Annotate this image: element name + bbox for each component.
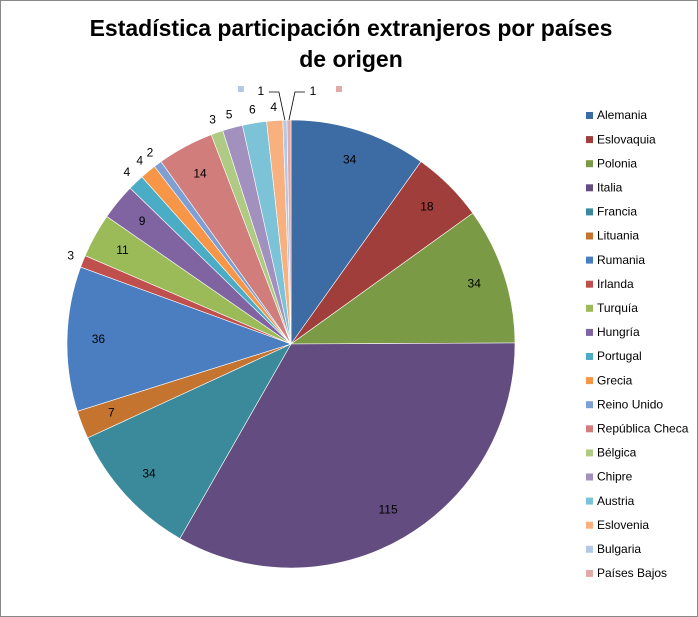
legend-key bbox=[586, 377, 593, 385]
legend-key bbox=[586, 473, 593, 481]
data-label: 4 bbox=[124, 165, 131, 179]
legend-label: República Checa bbox=[597, 421, 689, 435]
data-label: 5 bbox=[226, 107, 233, 121]
pie-slice bbox=[66, 266, 292, 412]
data-label: 1 bbox=[258, 84, 265, 98]
legend-label: Austria bbox=[597, 494, 635, 508]
leader-line bbox=[288, 91, 305, 121]
legend-label: Alemania bbox=[597, 108, 647, 122]
legend-key bbox=[586, 569, 593, 577]
legend-key bbox=[586, 136, 593, 144]
legend-label: Hungría bbox=[597, 325, 640, 339]
legend-key bbox=[586, 280, 593, 288]
legend-key bbox=[586, 232, 593, 240]
data-label: 11 bbox=[116, 243, 129, 257]
pie-slice bbox=[87, 343, 292, 539]
legend-key bbox=[586, 449, 593, 457]
legend-label: Italia bbox=[597, 180, 623, 194]
legend-key bbox=[586, 184, 593, 192]
legend-label: Reino Unido bbox=[597, 397, 663, 411]
legend-label: Lituania bbox=[597, 229, 639, 243]
legend-label: Turquía bbox=[597, 301, 638, 315]
chart-title: Estadística participación extranjeros po… bbox=[89, 15, 613, 72]
legend-label: Chipre bbox=[597, 470, 633, 484]
data-label: 18 bbox=[420, 200, 434, 214]
legend-label: Bélgica bbox=[597, 446, 637, 460]
legend-label: Eslovenia bbox=[597, 518, 649, 532]
legend-key bbox=[586, 353, 593, 360]
data-label: 6 bbox=[249, 102, 256, 116]
legend-key bbox=[586, 401, 593, 409]
data-label: 3 bbox=[209, 112, 216, 126]
legend-key bbox=[586, 208, 593, 216]
data-label: 9 bbox=[139, 214, 146, 228]
legend-key bbox=[586, 304, 593, 312]
data-label: 3 bbox=[67, 249, 74, 263]
legend-label: Eslovaquia bbox=[597, 132, 656, 146]
legend-label: Polonia bbox=[597, 156, 637, 170]
label-key bbox=[335, 86, 342, 92]
legend-key bbox=[586, 160, 593, 168]
legend-label: Rumania bbox=[597, 253, 645, 267]
data-label: 4 bbox=[136, 154, 143, 168]
legend-label: Bulgaria bbox=[597, 542, 641, 556]
legend-key bbox=[586, 112, 593, 119]
legend-label: Países Bajos bbox=[597, 566, 667, 580]
legend-key bbox=[586, 328, 593, 336]
data-label: 34 bbox=[343, 153, 357, 167]
legend-label: Irlanda bbox=[597, 277, 634, 291]
legend-label: Francia bbox=[597, 205, 637, 219]
data-label: 4 bbox=[270, 100, 277, 114]
leader-line bbox=[268, 91, 286, 121]
data-label: 14 bbox=[193, 166, 207, 180]
legend-key bbox=[586, 545, 593, 553]
legend-key bbox=[586, 521, 593, 529]
data-label: 115 bbox=[379, 503, 398, 517]
data-label: 34 bbox=[468, 277, 482, 291]
pie-slice bbox=[179, 342, 516, 569]
label-key bbox=[237, 86, 244, 92]
legend-label: Portugal bbox=[597, 349, 642, 363]
legend-key bbox=[586, 497, 593, 505]
data-label: 7 bbox=[108, 406, 115, 420]
pie-slice bbox=[290, 212, 516, 345]
data-label: 36 bbox=[92, 332, 106, 346]
data-label: 1 bbox=[310, 84, 317, 98]
legend-key bbox=[586, 256, 593, 264]
data-label: 34 bbox=[142, 466, 156, 480]
legend-label: Grecia bbox=[597, 373, 633, 387]
legend-key bbox=[586, 425, 593, 433]
data-label: 2 bbox=[147, 146, 154, 160]
pie-slice bbox=[290, 119, 422, 345]
